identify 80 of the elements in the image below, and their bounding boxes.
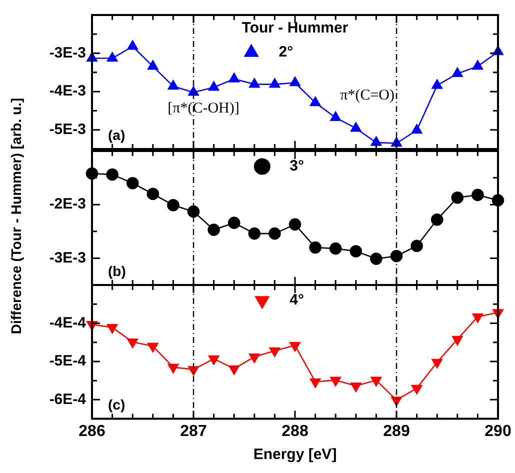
ref-line-label: π*(C=O) xyxy=(340,87,394,104)
legend-label: 4° xyxy=(277,292,338,309)
point xyxy=(208,224,220,236)
point xyxy=(451,191,464,204)
y-axis-title: Difference (Tour - Hummer) [arb. u.] xyxy=(8,96,24,336)
point xyxy=(248,227,261,240)
point xyxy=(452,336,463,346)
point xyxy=(309,241,322,254)
point xyxy=(248,78,260,88)
point xyxy=(330,376,342,386)
point xyxy=(168,80,179,90)
point xyxy=(208,355,220,365)
point xyxy=(472,60,484,70)
point xyxy=(228,216,240,229)
ref-line-label: [π*(C-OH)] xyxy=(168,100,240,117)
point xyxy=(452,67,463,77)
y-tick-label: -4E-4 xyxy=(49,314,87,332)
point xyxy=(126,177,139,190)
point xyxy=(288,218,302,231)
x-tick-label: 288 xyxy=(282,422,308,440)
point xyxy=(411,124,422,134)
point xyxy=(127,338,138,348)
annotation: (b) xyxy=(108,262,126,279)
point xyxy=(411,384,422,394)
point xyxy=(350,382,362,392)
point xyxy=(472,313,484,323)
y-tick-label: -3E-3 xyxy=(49,249,86,266)
legend-label: 2° xyxy=(266,44,326,61)
point xyxy=(290,342,300,352)
legend-label: 3° xyxy=(277,158,338,175)
point xyxy=(310,96,321,106)
y-tick-label: -5E-3 xyxy=(49,121,86,138)
point xyxy=(410,240,423,252)
point xyxy=(187,205,200,218)
point xyxy=(168,364,179,374)
point xyxy=(228,365,240,375)
point xyxy=(188,366,199,376)
y-tick-label: -2E-3 xyxy=(49,196,86,213)
annotation: (c) xyxy=(108,396,126,413)
point xyxy=(390,250,403,262)
point xyxy=(350,245,362,258)
point xyxy=(432,358,443,368)
point xyxy=(147,60,158,70)
point xyxy=(290,76,300,86)
point xyxy=(329,242,342,255)
point xyxy=(167,198,180,212)
y-tick-label: -6E-4 xyxy=(49,390,87,408)
point xyxy=(350,122,362,132)
point xyxy=(472,188,484,202)
x-tick-label: 289 xyxy=(383,422,410,440)
x-tick-label: 286 xyxy=(78,422,106,440)
point xyxy=(269,78,280,88)
point xyxy=(370,252,382,265)
x-tick-label: 290 xyxy=(484,422,512,440)
point xyxy=(370,376,382,386)
point xyxy=(430,213,444,226)
point xyxy=(106,52,118,62)
y-tick-label: -3E-3 xyxy=(49,44,86,62)
x-tick-label: 287 xyxy=(180,422,207,440)
point xyxy=(188,86,199,96)
point xyxy=(106,324,118,334)
point xyxy=(127,40,138,50)
point xyxy=(228,72,240,82)
point xyxy=(370,136,382,146)
y-tick-label: -5E-4 xyxy=(49,352,87,370)
point xyxy=(268,227,281,240)
x-axis-title: Energy [eV] xyxy=(253,446,337,464)
y-tick-label: -4E-3 xyxy=(49,82,86,100)
point xyxy=(106,168,118,181)
point xyxy=(310,378,321,388)
point xyxy=(330,111,342,122)
point xyxy=(391,396,402,406)
annotation: (a) xyxy=(108,126,126,143)
legend-title: Tour - Hummer xyxy=(242,20,348,37)
point xyxy=(432,79,443,89)
point xyxy=(147,342,158,352)
point xyxy=(208,81,220,91)
point xyxy=(248,353,260,364)
point xyxy=(269,347,280,357)
point xyxy=(146,188,160,200)
